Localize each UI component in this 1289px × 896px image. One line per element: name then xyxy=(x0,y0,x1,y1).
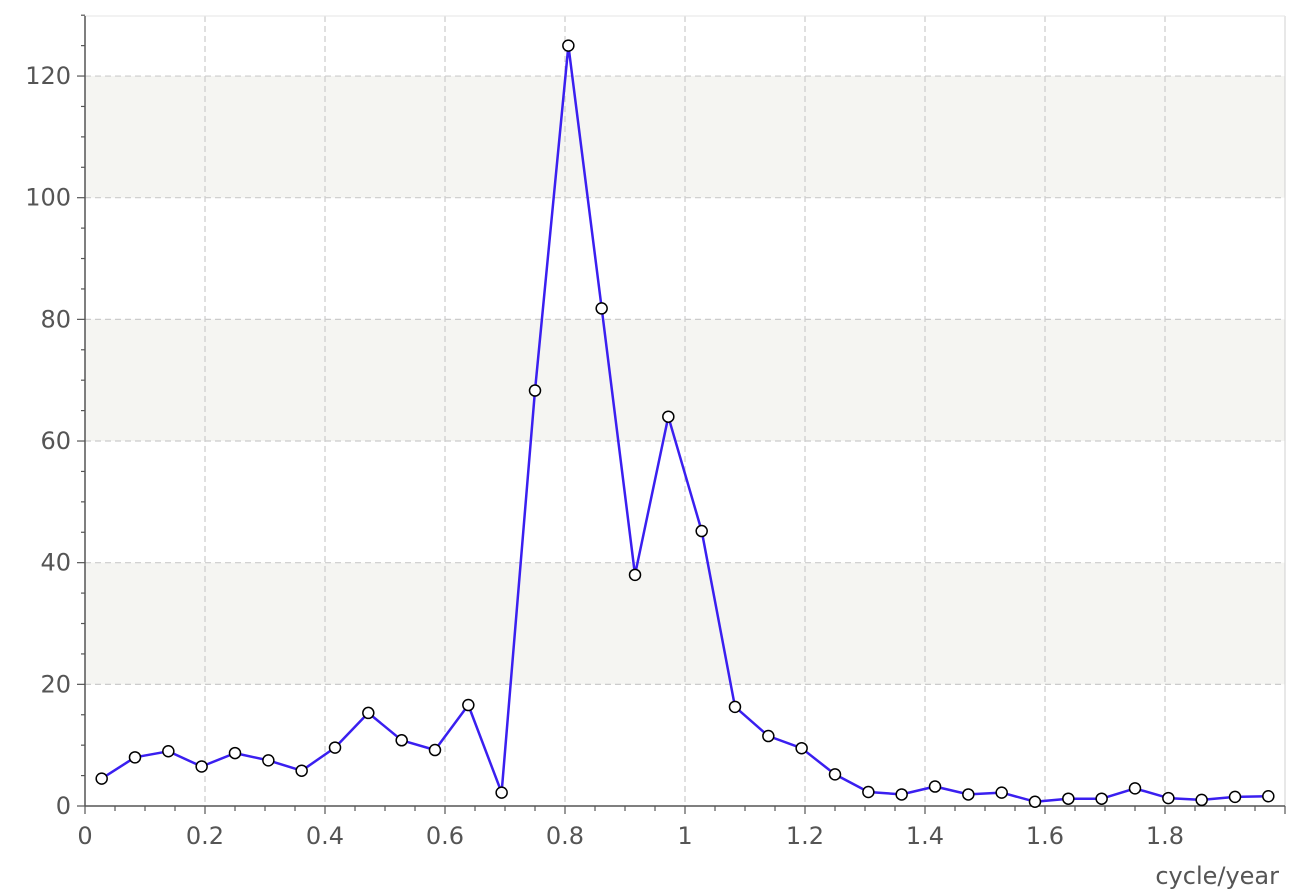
x-tick-label: 1.6 xyxy=(1026,822,1064,850)
x-tick-label: 0.4 xyxy=(306,822,344,850)
x-tick-label: 0.2 xyxy=(186,822,224,850)
y-tick-label: 60 xyxy=(40,427,71,455)
data-point xyxy=(762,729,775,743)
data-point xyxy=(695,524,708,538)
data-point xyxy=(1162,791,1175,805)
data-point xyxy=(895,788,908,801)
data-point xyxy=(595,302,608,315)
grid-lines xyxy=(85,15,1286,806)
x-tick-label: 0.6 xyxy=(426,822,464,850)
data-point xyxy=(395,734,408,747)
x-axis-label: cycle/year xyxy=(1155,862,1279,890)
data-point xyxy=(1128,782,1142,795)
x-tick-label: 0 xyxy=(77,822,92,850)
data-point xyxy=(328,741,342,754)
data-point xyxy=(1195,793,1208,807)
data-point xyxy=(828,768,842,781)
x-tick-label: 1.2 xyxy=(786,822,824,850)
data-point xyxy=(662,410,675,423)
data-point xyxy=(562,39,575,52)
axes xyxy=(77,14,1286,814)
data-point xyxy=(795,741,808,755)
data-point xyxy=(295,764,308,777)
data-point xyxy=(128,751,142,764)
data-point xyxy=(1028,795,1042,808)
y-tick-label: 80 xyxy=(40,305,71,333)
data-point xyxy=(1262,790,1275,803)
data-point xyxy=(1228,790,1242,804)
x-tick-label: 1.8 xyxy=(1146,822,1184,850)
data-point xyxy=(728,700,742,714)
x-tick-label: 1 xyxy=(677,822,692,850)
background-band xyxy=(85,562,1285,685)
data-point xyxy=(228,746,242,760)
data-point xyxy=(1062,792,1075,805)
data-point xyxy=(862,785,875,799)
data-point xyxy=(962,788,975,801)
data-point xyxy=(428,743,442,757)
data-point xyxy=(628,568,642,582)
y-tick-label: 100 xyxy=(25,184,71,212)
data-point xyxy=(995,786,1008,799)
data-series xyxy=(95,39,1275,808)
data-point xyxy=(528,384,542,397)
y-tick-label: 40 xyxy=(40,549,71,577)
data-point xyxy=(162,745,175,758)
y-tick-label: 0 xyxy=(56,792,71,820)
data-point xyxy=(262,754,275,767)
x-tick-label: 0.8 xyxy=(546,822,584,850)
data-point xyxy=(362,706,375,720)
data-point xyxy=(462,698,475,712)
data-point xyxy=(95,772,108,785)
y-tick-label: 120 xyxy=(25,62,71,90)
data-point xyxy=(928,780,942,793)
data-point xyxy=(195,760,208,773)
x-tick-label: 1.4 xyxy=(906,822,944,850)
y-tick-label: 20 xyxy=(40,670,71,698)
data-point xyxy=(495,786,508,799)
tick-labels: 0 20 40 60 80 100 120 0 0.2 0.4 0.6 0.8 1 1.2 1.4 1.6 1.… xyxy=(25,62,1184,850)
data-point xyxy=(1095,792,1108,805)
